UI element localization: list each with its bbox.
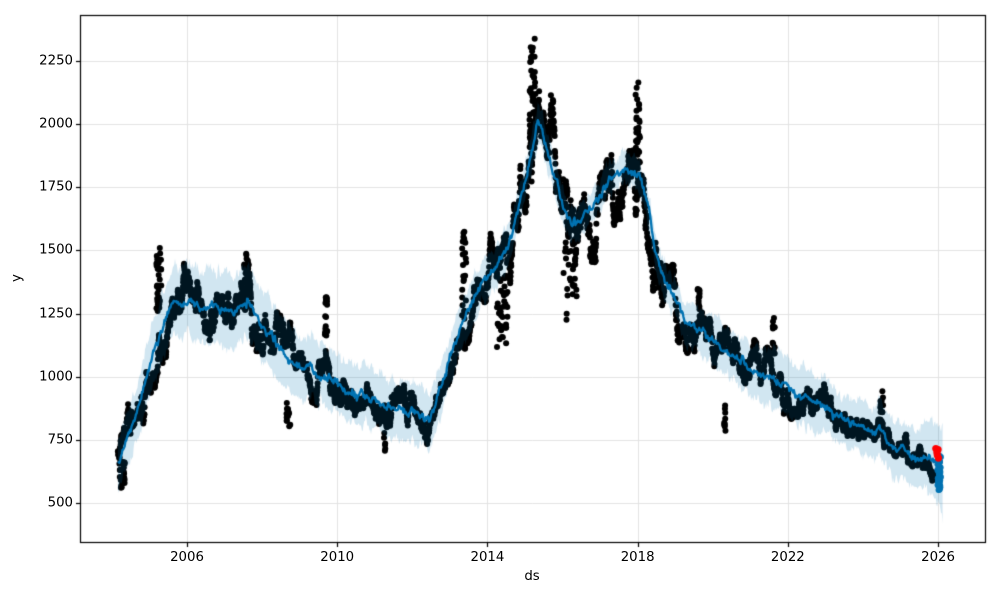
x-axis-tick-label: 2026 [921,550,955,565]
y-axis-tick-label: 1250 [39,305,73,321]
y-axis-tick-label: 2000 [39,116,73,132]
x-axis-label: ds [524,569,540,584]
x-axis-tick-label: 2006 [170,550,204,565]
x-axis-tick-label: 2022 [770,550,805,565]
x-axis-tick-label: 2010 [320,550,355,565]
x-axis-tick-label: 2014 [470,550,505,565]
y-axis-tick-label: 500 [47,495,73,511]
x-axis-tick-label: 2018 [620,550,655,565]
y-axis-label: y [9,274,25,282]
y-axis-tick-label: 1000 [39,369,73,385]
y-axis-tick-label: 750 [47,432,73,448]
y-axis-tick-label: 1500 [39,242,73,258]
y-axis-tick-label: 2250 [39,53,73,69]
y-axis-tick-label: 1750 [39,179,73,195]
